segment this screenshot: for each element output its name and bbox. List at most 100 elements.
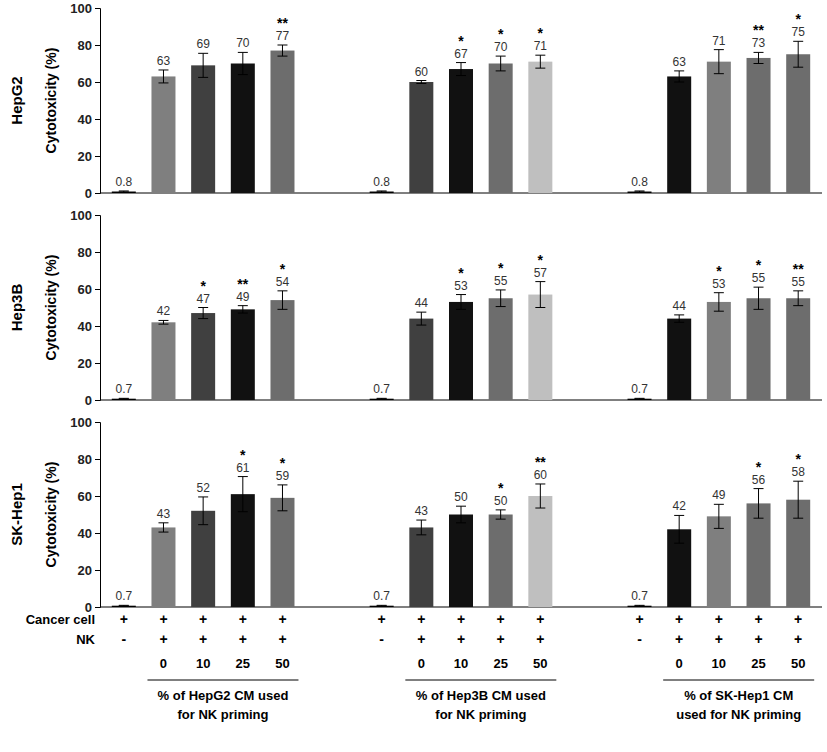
cell: + — [417, 611, 425, 627]
y-tick-mark — [95, 607, 100, 608]
error-bar — [119, 191, 129, 192]
bar — [191, 65, 215, 193]
y-tick-mark — [95, 422, 100, 423]
cell: + — [278, 631, 286, 647]
cell: + — [378, 611, 386, 627]
error-bar — [754, 489, 764, 519]
significance: * — [458, 33, 464, 49]
bar — [528, 62, 552, 193]
significance: * — [756, 257, 762, 273]
cell: + — [675, 631, 683, 647]
bar — [370, 399, 394, 400]
y-tick-mark — [95, 193, 100, 194]
bar — [628, 399, 652, 400]
error-bar — [416, 312, 426, 325]
error-bar — [416, 520, 426, 535]
y-tick: 20 — [78, 356, 100, 371]
marks — [112, 282, 810, 400]
y-tick-mark — [95, 496, 100, 497]
data-label: 63 — [157, 54, 171, 68]
panel-row: 020406080100Hep3BCytotoxicity (%)0.74247… — [8, 208, 822, 408]
bar — [231, 309, 255, 400]
cell: + — [239, 631, 247, 647]
data-label: 54 — [276, 275, 290, 289]
error-bar — [377, 398, 387, 400]
data-label: 42 — [157, 304, 171, 318]
bar — [786, 54, 810, 193]
bar — [747, 58, 771, 193]
data-label: 55 — [792, 275, 806, 289]
data-label: 70 — [236, 36, 250, 50]
y-tick-mark — [95, 119, 100, 120]
significance: * — [538, 25, 544, 41]
y-tick-mark — [95, 326, 100, 327]
data-label: 43 — [415, 504, 429, 518]
cell: + — [417, 631, 425, 647]
concentration: 50 — [533, 656, 547, 671]
error-bar — [238, 306, 248, 313]
cell: + — [635, 611, 643, 627]
cell: + — [715, 631, 723, 647]
panel-row: 020406080100HepG2Cytotoxicity (%)0.86369… — [8, 1, 822, 201]
significance: * — [716, 263, 722, 279]
y-tick-label: 80 — [78, 452, 92, 467]
bar — [628, 606, 652, 607]
bar — [449, 69, 473, 193]
bar — [528, 295, 552, 400]
data-label: 0.7 — [373, 589, 390, 603]
significance: * — [538, 252, 544, 268]
condition-table: Cancer cell+++++++++++++++NK-++++-++++-+… — [26, 611, 815, 722]
error-bar — [793, 481, 803, 518]
error-bar — [198, 308, 208, 319]
bar — [409, 319, 433, 400]
bar — [151, 527, 175, 607]
bar — [409, 527, 433, 607]
bar — [231, 64, 255, 194]
group-label: for NK priming — [435, 707, 526, 722]
data-label: 0.7 — [115, 382, 132, 396]
error-bar — [158, 523, 168, 532]
error-bar — [238, 477, 248, 512]
row-title: HepG2 — [8, 76, 25, 124]
error-bar — [635, 605, 645, 607]
bar — [707, 62, 731, 193]
data-label: 59 — [276, 469, 290, 483]
row-label: NK — [76, 632, 95, 647]
data-label: 67 — [454, 47, 468, 61]
cell: - — [379, 631, 384, 647]
error-bar — [674, 515, 684, 543]
error-bar — [277, 485, 287, 511]
significance: * — [458, 265, 464, 281]
cell: + — [278, 611, 286, 627]
group-underline — [405, 680, 556, 681]
y-tick: 80 — [78, 452, 100, 467]
labels: 0.863697077**0.86067*70*71*0.8637173**75… — [115, 11, 805, 189]
bar — [747, 503, 771, 607]
error-bar — [158, 70, 168, 83]
y-tick-label: 20 — [78, 149, 92, 164]
y-tick-mark — [95, 363, 100, 364]
error-bar — [535, 484, 545, 508]
y-tick-label: 20 — [78, 563, 92, 578]
y-tick: 0 — [85, 393, 100, 408]
data-label: 69 — [196, 37, 210, 51]
significance: * — [280, 455, 286, 471]
y-tick-label: 40 — [78, 319, 92, 334]
group-label: % of Hep3B CM used — [416, 688, 546, 703]
y-tick-label: 100 — [70, 1, 92, 16]
y-tick-label: 60 — [78, 282, 92, 297]
data-label: 71 — [534, 39, 548, 53]
data-label: 47 — [196, 292, 210, 306]
data-label: 43 — [157, 507, 171, 521]
concentration: 0 — [418, 656, 425, 671]
cell: - — [637, 631, 642, 647]
y-tick: 60 — [78, 489, 100, 504]
significance: * — [498, 260, 504, 276]
cell: + — [239, 611, 247, 627]
group-label: for NK priming — [177, 707, 268, 722]
bar — [707, 302, 731, 400]
y-tick: 40 — [78, 319, 100, 334]
significance: ** — [535, 454, 546, 470]
bar — [112, 606, 136, 607]
y-tick-label: 80 — [78, 245, 92, 260]
